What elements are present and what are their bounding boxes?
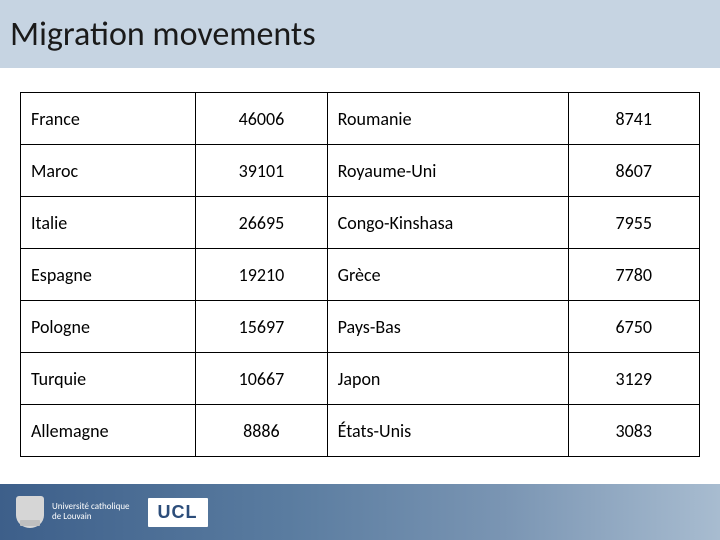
institution-line2: de Louvain bbox=[52, 512, 130, 522]
country-cell: Pays-Bas bbox=[327, 301, 568, 353]
table-row: Espagne 19210 Grèce 7780 bbox=[21, 249, 700, 301]
value-cell: 7955 bbox=[568, 197, 699, 249]
country-cell: Congo-Kinshasa bbox=[327, 197, 568, 249]
country-cell: Maroc bbox=[21, 145, 196, 197]
value-cell: 19210 bbox=[196, 249, 327, 301]
value-cell: 15697 bbox=[196, 301, 327, 353]
value-cell: 8886 bbox=[196, 405, 327, 457]
country-cell: Pologne bbox=[21, 301, 196, 353]
country-cell: Japon bbox=[327, 353, 568, 405]
title-band: Migration movements bbox=[0, 0, 720, 68]
table-row: Turquie 10667 Japon 3129 bbox=[21, 353, 700, 405]
table-row: France 46006 Roumanie 8741 bbox=[21, 93, 700, 145]
table-row: Maroc 39101 Royaume-Uni 8607 bbox=[21, 145, 700, 197]
crest-icon bbox=[16, 496, 44, 528]
country-cell: Roumanie bbox=[327, 93, 568, 145]
country-cell: Espagne bbox=[21, 249, 196, 301]
value-cell: 3083 bbox=[568, 405, 699, 457]
table-row: Allemagne 8886 États-Unis 3083 bbox=[21, 405, 700, 457]
content-area: France 46006 Roumanie 8741 Maroc 39101 R… bbox=[0, 68, 720, 457]
value-cell: 6750 bbox=[568, 301, 699, 353]
country-cell: Turquie bbox=[21, 353, 196, 405]
value-cell: 8741 bbox=[568, 93, 699, 145]
value-cell: 8607 bbox=[568, 145, 699, 197]
institution-name: Université catholique de Louvain bbox=[52, 502, 130, 522]
table-row: Italie 26695 Congo-Kinshasa 7955 bbox=[21, 197, 700, 249]
page-title: Migration movements bbox=[10, 14, 316, 55]
value-cell: 10667 bbox=[196, 353, 327, 405]
migration-table-body: France 46006 Roumanie 8741 Maroc 39101 R… bbox=[21, 93, 700, 457]
migration-table: France 46006 Roumanie 8741 Maroc 39101 R… bbox=[20, 92, 700, 457]
value-cell: 46006 bbox=[196, 93, 327, 145]
country-cell: États-Unis bbox=[327, 405, 568, 457]
value-cell: 39101 bbox=[196, 145, 327, 197]
country-cell: France bbox=[21, 93, 196, 145]
value-cell: 26695 bbox=[196, 197, 327, 249]
value-cell: 7780 bbox=[568, 249, 699, 301]
footer-bar: Université catholique de Louvain UCL bbox=[0, 484, 720, 540]
institution-badge: Université catholique de Louvain bbox=[16, 496, 130, 528]
country-cell: Allemagne bbox=[21, 405, 196, 457]
table-row: Pologne 15697 Pays-Bas 6750 bbox=[21, 301, 700, 353]
slide: Migration movements France 46006 Roumani… bbox=[0, 0, 720, 540]
country-cell: Royaume-Uni bbox=[327, 145, 568, 197]
country-cell: Italie bbox=[21, 197, 196, 249]
value-cell: 3129 bbox=[568, 353, 699, 405]
country-cell: Grèce bbox=[327, 249, 568, 301]
ucl-wordmark: UCL bbox=[148, 498, 208, 527]
